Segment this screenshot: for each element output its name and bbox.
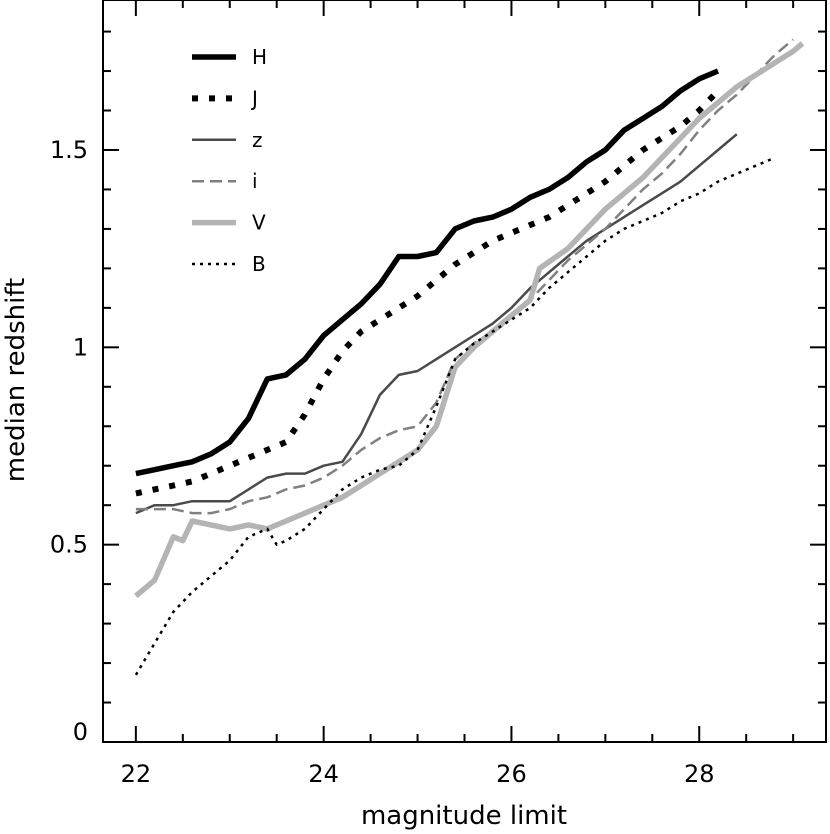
axis-ticks — [103, 0, 826, 742]
legend-label-i: i — [252, 169, 258, 193]
x-tick-label: 24 — [308, 760, 339, 788]
x-tick-label: 28 — [684, 760, 715, 788]
series-line-i — [135, 38, 794, 515]
x-tick-label: 26 — [496, 760, 527, 788]
y-tick-label: 1.5 — [50, 136, 88, 164]
legend-label-z: z — [252, 128, 263, 152]
x-axis-title: magnitude limit — [361, 801, 567, 831]
y-tick-label: 0.5 — [50, 531, 88, 559]
series-lines — [134, 38, 805, 676]
y-tick-label: 0 — [73, 718, 88, 746]
y-axis-title: median redshift — [1, 278, 31, 482]
series-line-b — [134, 156, 775, 676]
legend-label-b: B — [252, 252, 266, 276]
series-line-h — [135, 68, 720, 477]
series-line-j — [135, 88, 721, 497]
legend-label-j: J — [250, 86, 258, 110]
axis-tick-labels: 22 24 26 28 0 0.5 1 1.5 — [50, 136, 715, 788]
y-tick-label: 1 — [73, 333, 88, 361]
legend-label-h: H — [252, 45, 267, 69]
x-tick-label: 22 — [121, 760, 152, 788]
series-line-z — [135, 133, 738, 515]
legend-label-v: V — [252, 211, 266, 235]
series-line-v — [134, 41, 805, 599]
